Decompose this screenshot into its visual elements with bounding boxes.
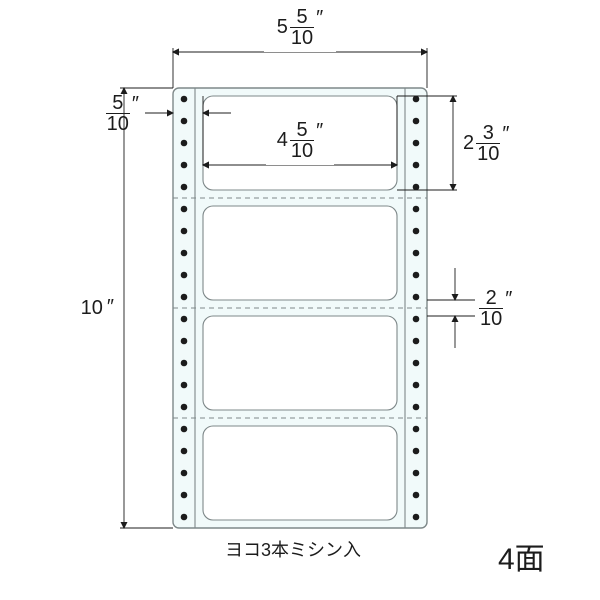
dim-total-height: 10″ bbox=[81, 296, 114, 319]
dim-total-width: 5510″ bbox=[277, 7, 323, 48]
dim-label-width: 4510″ bbox=[277, 120, 323, 161]
dim-label-height: 2310″ bbox=[463, 123, 509, 164]
faces-count: 4面 bbox=[498, 534, 545, 578]
perforation-note: ヨコ3本ミシン入 bbox=[225, 536, 361, 562]
dim-gap-height: 210″ bbox=[479, 288, 512, 329]
dim-left-margin: 510″ bbox=[106, 93, 139, 134]
